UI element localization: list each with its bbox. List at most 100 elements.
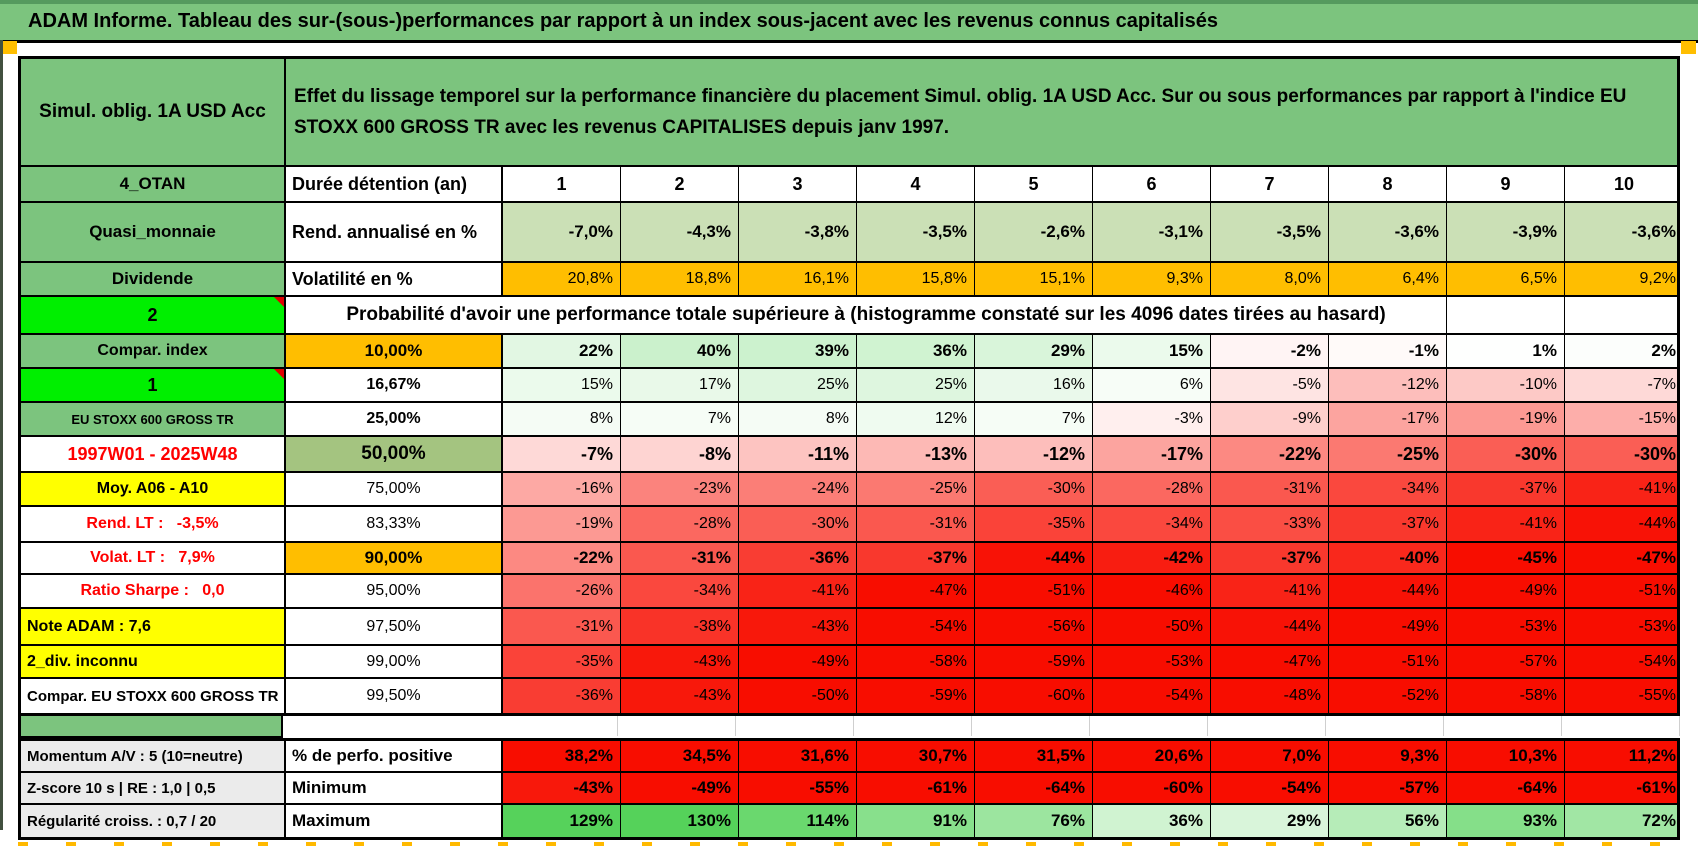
data-cell[interactable]: 9,3% <box>1329 741 1447 771</box>
empty-cell[interactable] <box>1565 297 1677 333</box>
data-cell[interactable]: -43% <box>621 646 739 677</box>
data-cell[interactable]: -60% <box>975 679 1093 713</box>
data-cell[interactable]: -30% <box>1565 437 1677 471</box>
data-cell[interactable]: 8% <box>739 403 857 435</box>
data-cell[interactable]: -35% <box>503 646 621 677</box>
row-sublabel[interactable]: 50,00% <box>286 437 503 471</box>
row-label[interactable]: Compar. EU STOXX 600 GROSS TR <box>21 679 286 713</box>
sheet-title-bar[interactable]: ADAM Informe. Tableau des sur-(sous-)per… <box>0 0 1698 43</box>
data-cell[interactable]: -28% <box>1093 473 1211 505</box>
data-cell[interactable]: 7,0% <box>1211 741 1329 771</box>
row-label[interactable]: 4_OTAN <box>21 167 286 201</box>
data-cell[interactable]: -37% <box>1211 543 1329 573</box>
data-cell[interactable]: -30% <box>739 507 857 541</box>
data-cell[interactable]: 130% <box>621 805 739 837</box>
data-cell[interactable]: 10 <box>1565 167 1677 201</box>
data-cell[interactable]: -8% <box>621 437 739 471</box>
row-label[interactable]: Régularité croiss. : 0,7 / 20 <box>21 805 286 837</box>
data-cell[interactable]: 9 <box>1447 167 1565 201</box>
data-cell[interactable]: 20,6% <box>1093 741 1211 771</box>
data-cell[interactable]: -54% <box>1093 679 1211 713</box>
row-label[interactable]: Dividende <box>21 263 286 295</box>
product-name-cell[interactable]: Simul. oblig. 1A USD Acc <box>21 59 286 165</box>
data-cell[interactable]: 15% <box>1093 335 1211 367</box>
data-cell[interactable]: 2% <box>1565 335 1677 367</box>
row-sublabel[interactable]: Durée détention (an) <box>286 167 503 201</box>
data-cell[interactable]: -2,6% <box>975 203 1093 261</box>
data-cell[interactable]: -58% <box>857 646 975 677</box>
data-cell[interactable]: -59% <box>975 646 1093 677</box>
data-cell[interactable]: -58% <box>1447 679 1565 713</box>
data-cell[interactable]: -44% <box>1565 507 1677 541</box>
row-label[interactable]: EU STOXX 600 GROSS TR <box>21 403 286 435</box>
data-cell[interactable]: 6,4% <box>1329 263 1447 295</box>
data-cell[interactable]: 3 <box>739 167 857 201</box>
data-cell[interactable]: 38,2% <box>503 741 621 771</box>
data-cell[interactable]: -48% <box>1211 679 1329 713</box>
data-cell[interactable]: -47% <box>1211 646 1329 677</box>
data-cell[interactable]: -3,1% <box>1093 203 1211 261</box>
data-cell[interactable]: 8 <box>1329 167 1447 201</box>
data-cell[interactable]: -31% <box>857 507 975 541</box>
data-cell[interactable]: 7% <box>975 403 1093 435</box>
data-cell[interactable]: 93% <box>1447 805 1565 837</box>
row-label[interactable]: 1997W01 - 2025W48 <box>21 437 286 471</box>
data-cell[interactable]: -22% <box>1211 437 1329 471</box>
data-cell[interactable]: -4,3% <box>621 203 739 261</box>
data-cell[interactable]: -3,6% <box>1329 203 1447 261</box>
data-cell[interactable]: -7,0% <box>503 203 621 261</box>
data-cell[interactable]: 6% <box>1093 369 1211 401</box>
header-description-cell[interactable]: Effet du lissage temporel sur la perform… <box>286 59 1677 165</box>
data-cell[interactable]: -34% <box>621 575 739 607</box>
data-cell[interactable]: 7 <box>1211 167 1329 201</box>
data-cell[interactable]: -51% <box>1565 575 1677 607</box>
data-cell[interactable]: 31,6% <box>739 741 857 771</box>
row-label[interactable]: Quasi_monnaie <box>21 203 286 261</box>
data-cell[interactable]: -30% <box>975 473 1093 505</box>
data-cell[interactable]: 36% <box>857 335 975 367</box>
data-cell[interactable]: -7% <box>503 437 621 471</box>
data-cell[interactable]: -23% <box>621 473 739 505</box>
data-cell[interactable]: -25% <box>1329 437 1447 471</box>
data-cell[interactable]: -36% <box>503 679 621 713</box>
data-cell[interactable]: 12% <box>857 403 975 435</box>
data-cell[interactable]: 1% <box>1447 335 1565 367</box>
data-cell[interactable]: -17% <box>1329 403 1447 435</box>
data-cell[interactable]: 1 <box>503 167 621 201</box>
data-cell[interactable]: 18,8% <box>621 263 739 295</box>
data-cell[interactable]: -44% <box>975 543 1093 573</box>
data-cell[interactable]: -10% <box>1447 369 1565 401</box>
data-cell[interactable]: -2% <box>1211 335 1329 367</box>
data-cell[interactable]: -3,5% <box>857 203 975 261</box>
row-sublabel[interactable]: 83,33% <box>286 507 503 541</box>
row-sublabel[interactable]: Rend. annualisé en % <box>286 203 503 261</box>
data-cell[interactable]: -59% <box>857 679 975 713</box>
row-sublabel[interactable]: % de perfo. positive <box>286 741 503 771</box>
row-sublabel[interactable]: 99,50% <box>286 679 503 713</box>
row-sublabel[interactable]: 75,00% <box>286 473 503 505</box>
row-sublabel[interactable]: 25,00% <box>286 403 503 435</box>
data-cell[interactable]: -12% <box>975 437 1093 471</box>
data-cell[interactable]: -5% <box>1211 369 1329 401</box>
data-cell[interactable]: 129% <box>503 805 621 837</box>
data-cell[interactable]: -37% <box>857 543 975 573</box>
data-cell[interactable]: -40% <box>1329 543 1447 573</box>
data-cell[interactable]: -49% <box>621 773 739 803</box>
data-cell[interactable]: 15,1% <box>975 263 1093 295</box>
data-cell[interactable]: -33% <box>1211 507 1329 541</box>
data-cell[interactable]: -54% <box>857 609 975 644</box>
data-cell[interactable]: -9% <box>1211 403 1329 435</box>
data-cell[interactable]: -43% <box>621 679 739 713</box>
data-cell[interactable]: 25% <box>739 369 857 401</box>
data-cell[interactable]: 16,1% <box>739 263 857 295</box>
row-sublabel[interactable]: 95,00% <box>286 575 503 607</box>
data-cell[interactable]: -36% <box>739 543 857 573</box>
data-cell[interactable]: 91% <box>857 805 975 837</box>
data-cell[interactable]: -43% <box>739 609 857 644</box>
data-cell[interactable]: -15% <box>1565 403 1677 435</box>
data-cell[interactable]: 16% <box>975 369 1093 401</box>
row-sublabel[interactable]: Maximum <box>286 805 503 837</box>
row-label[interactable]: Moy. A06 - A10 <box>21 473 286 505</box>
data-cell[interactable]: -37% <box>1447 473 1565 505</box>
data-cell[interactable]: -61% <box>1565 773 1677 803</box>
